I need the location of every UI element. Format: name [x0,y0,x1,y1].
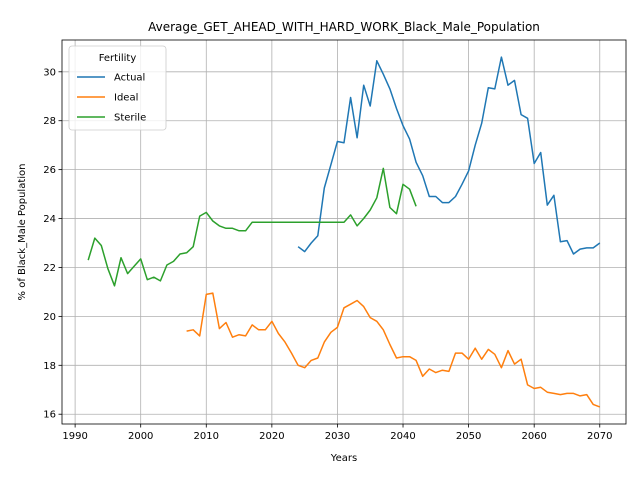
legend-label-ideal: Ideal [114,93,138,104]
y-tick-label: 18 [43,361,56,372]
x-tick-label: 2020 [259,431,284,442]
x-tick-label: 2050 [456,431,481,442]
y-axis-label: % of Black_Male Population [17,164,28,301]
x-tick-label: 1990 [62,431,87,442]
x-tick-label: 2040 [390,431,415,442]
series-line-sterile [87,167,417,287]
y-axis-ticks: 16 18 20 22 24 26 28 30 [43,67,62,421]
y-tick-label: 24 [43,214,56,225]
legend-title: Fertility [99,53,137,64]
legend-box [68,45,167,131]
y-tick-label: 22 [43,263,56,274]
x-tick-label: 2030 [325,431,350,442]
y-tick-label: 28 [43,116,56,127]
legend-label-actual: Actual [114,73,145,84]
series-line-actual [297,56,601,255]
x-tick-label: 2070 [587,431,612,442]
series-lines [87,56,601,408]
y-tick-label: 20 [43,312,56,323]
y-tick-label: 30 [43,67,56,78]
y-tick-label: 26 [43,165,56,176]
x-tick-label: 2000 [128,431,153,442]
x-tick-label: 2060 [521,431,546,442]
chart-title: Average_GET_AHEAD_WITH_HARD_WORK_Black_M… [148,20,540,34]
series-line-ideal [186,292,601,408]
legend-items: Actual Ideal Sterile [77,73,146,124]
x-axis-label: Years [330,453,357,464]
legend-label-sterile: Sterile [114,113,146,124]
x-tick-label: 2010 [194,431,219,442]
plot-frame [61,39,627,425]
y-tick-label: 16 [43,410,56,421]
grid [62,40,626,424]
x-axis-ticks: 1990 2000 2010 2020 2030 2040 2050 2060 2070 [62,424,612,442]
legend: Fertility Actual Ideal Sterile [68,45,167,131]
